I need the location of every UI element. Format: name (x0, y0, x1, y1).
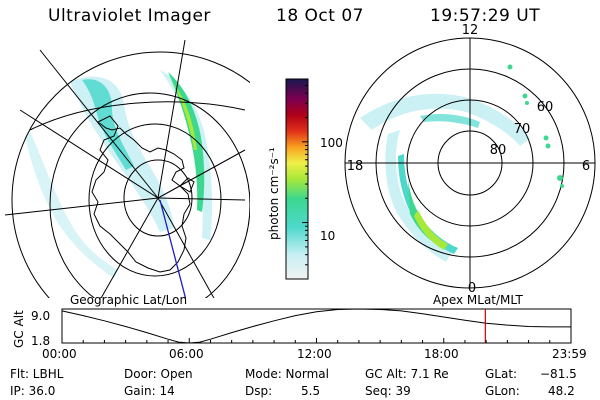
altitude-curve (61, 308, 571, 344)
info-glat-value: −81.5 (540, 367, 577, 381)
info-glon-value: 48.2 (548, 384, 575, 398)
mlat-label-80: 80 (490, 143, 507, 158)
altitude-ytick-min: 1.8 (31, 334, 50, 348)
geographic-panel-label: Geographic Lat/Lon (70, 293, 187, 307)
geo-footpoint-line (159, 199, 187, 298)
info-dsp-label: Dsp: (245, 384, 273, 398)
colorbar-tick-label-100: 100 (320, 136, 343, 150)
coastline-island (179, 177, 195, 193)
info-dsp-value: 5.5 (301, 384, 321, 398)
info-gain: Gain: 14 (124, 384, 175, 398)
info-filter: Flt: LBHL (10, 367, 64, 381)
altitude-xtick-0600: 06:00 (169, 347, 204, 361)
observation-date: 18 Oct 07 (276, 6, 364, 26)
altitude-plot: GC Alt 9.0 1.8 00:00 06:00 12:00 18:00 2… (12, 308, 587, 361)
altitude-xtick-0000: 00:00 (42, 347, 77, 361)
info-gc-alt: GC Alt: 7.1 Re (365, 367, 449, 381)
geo-aurora-emission (20, 70, 213, 278)
mlt-label-midnight: 0 (468, 281, 476, 296)
altitude-xtick-2359: 23:59 (552, 347, 587, 361)
altitude-plot-frame (61, 308, 572, 344)
polar-plot: 12 18 6 0 60 70 80 (344, 23, 596, 296)
info-glat-label: GLat: (485, 367, 518, 381)
colorbar: 100 10 photon cm⁻²s⁻¹ (267, 78, 343, 280)
mlat-label-60: 60 (537, 100, 554, 115)
polar-aurora-emission (360, 93, 530, 262)
altitude-ytick-max: 9.0 (31, 309, 50, 323)
info-ip: IP: 36.0 (10, 384, 56, 398)
altitude-y-label: GC Alt (12, 310, 26, 348)
info-seq: Seq: 39 (365, 384, 411, 398)
info-glon-label: GLon: (485, 384, 520, 398)
geo-lat-lon-grid (4, 40, 250, 298)
colorbar-tick-label-10: 10 (320, 229, 335, 243)
mlt-label-dusk: 18 (347, 159, 364, 174)
coastline-antarctica (91, 115, 191, 273)
observation-time: 19:57:29 UT (430, 6, 541, 26)
instrument-title: Ultraviolet Imager (48, 6, 211, 26)
mlt-label-dawn: 6 (582, 159, 590, 174)
altitude-x-ticks (61, 338, 572, 343)
mlat-label-70: 70 (514, 122, 531, 137)
colorbar-unit-label: photon cm⁻²s⁻¹ (267, 147, 281, 240)
colorbar-ticks (302, 84, 308, 266)
polar-dayside-spots (507, 64, 564, 188)
info-mode: Mode: Normal (245, 367, 329, 381)
polar-grid (344, 37, 596, 289)
altitude-xtick-1800: 18:00 (424, 347, 459, 361)
colorbar-gradient (285, 78, 309, 280)
altitude-xtick-1200: 12:00 (297, 347, 332, 361)
mlt-label-noon: 12 (462, 23, 479, 38)
apex-panel-label: Apex MLat/MLT (433, 293, 523, 307)
info-door: Door: Open (124, 367, 193, 381)
